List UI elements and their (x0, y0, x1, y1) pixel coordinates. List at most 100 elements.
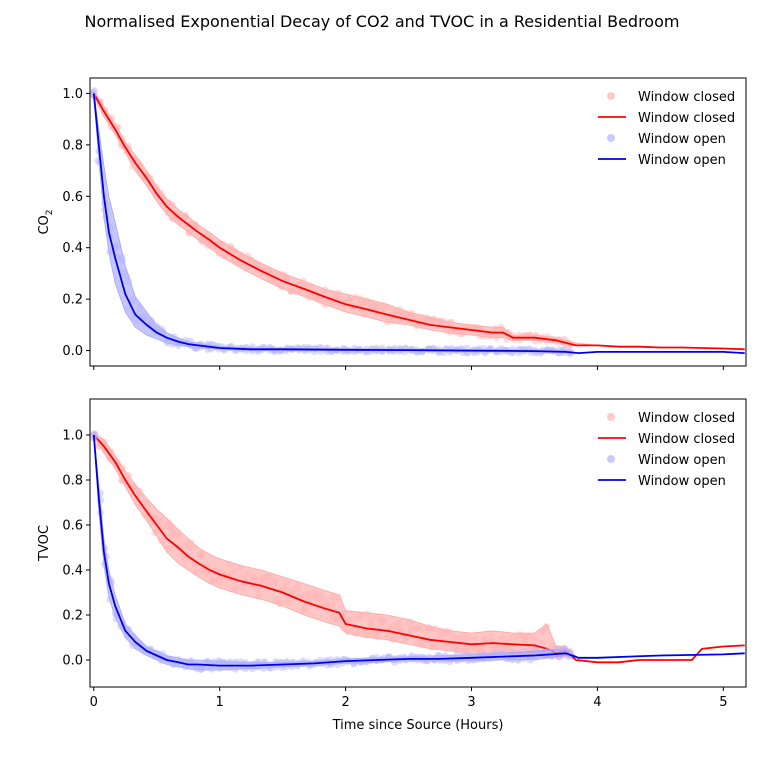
co2-window-closed-point (436, 317, 444, 325)
tvoc-window-closed-point (428, 643, 437, 651)
co2-y-tick-label: 1.0 (62, 87, 83, 102)
tvoc-window-open-point (241, 659, 250, 667)
co2-window-closed-point (408, 312, 416, 320)
tvoc-window-open-point (261, 658, 269, 666)
tvoc-window-closed-point (356, 626, 364, 635)
tvoc-window-open-point (260, 664, 268, 673)
co2-window-open-point (174, 341, 182, 349)
tvoc-window-closed-point (164, 545, 172, 553)
co2-window-open-point (141, 312, 149, 321)
tvoc-window-closed-point (419, 640, 427, 648)
co2-window-open-point (152, 322, 161, 330)
co2-window-closed-point (396, 306, 404, 314)
co2-window-closed-scatter (90, 88, 574, 349)
tvoc-window-closed-point (102, 447, 110, 456)
tvoc-window-open-point (203, 658, 211, 666)
co2-y-axis-label-subscript: 2 (45, 209, 55, 215)
tvoc-window-closed-point (265, 573, 273, 581)
tvoc-window-closed-point (310, 588, 319, 596)
tvoc-window-open-point (508, 655, 516, 664)
tvoc-window-closed-point (508, 645, 516, 653)
co2-window-closed-point (345, 297, 353, 305)
co2-y-tick-label: 0.0 (62, 344, 83, 359)
co2-window-closed-point (283, 275, 291, 283)
tvoc-window-closed-point (362, 628, 370, 636)
co2-window-open-point (125, 278, 133, 286)
tvoc-window-closed-point (436, 628, 445, 636)
tvoc-window-closed-point (197, 552, 206, 560)
tvoc-window-closed-point (463, 644, 471, 652)
co2-window-closed-point (135, 166, 143, 174)
co2-window-closed-point (157, 193, 165, 201)
co2-window-closed-point (164, 209, 172, 217)
co2-window-closed-point (372, 300, 381, 308)
tvoc-window-closed-point (401, 634, 409, 643)
co2-axes-frame (89, 77, 747, 367)
co2-window-closed-point (357, 299, 365, 307)
co2-window-closed-point (429, 316, 437, 325)
tvoc-window-closed-point (367, 616, 375, 624)
co2-window-closed-point (531, 337, 539, 345)
tvoc-window-closed-point (363, 610, 371, 618)
tvoc-window-closed-point (474, 646, 482, 655)
co2-window-closed-point (287, 287, 295, 295)
tvoc-window-closed-point (174, 532, 182, 541)
tvoc-legend-label: Window closed (638, 432, 735, 447)
co2-window-open-point (147, 316, 155, 324)
tvoc-window-closed-point (293, 584, 301, 593)
tvoc-window-open-point (408, 652, 416, 660)
tvoc-window-open-point (249, 665, 257, 673)
tvoc-window-open-point (350, 660, 358, 668)
tvoc-window-closed-point (521, 633, 529, 641)
co2-window-closed-point (164, 199, 172, 207)
co2-window-open-point (186, 337, 195, 345)
tvoc-window-closed-point (414, 639, 422, 647)
tvoc-window-closed-point (329, 593, 337, 601)
tvoc-y-tick-label: 0.6 (62, 519, 83, 534)
tvoc-window-closed-point (554, 644, 562, 653)
tvoc-window-closed-point (168, 523, 177, 531)
co2-window-closed-point (429, 316, 438, 324)
co2-window-closed-point (231, 247, 239, 256)
co2-window-closed-point (407, 309, 415, 317)
tvoc-window-closed-point (373, 613, 381, 621)
tvoc-window-open-point (446, 658, 454, 666)
tvoc-window-closed-point (475, 648, 483, 656)
co2-y-tick-label: 0.8 (62, 138, 83, 153)
tvoc-window-closed-point (425, 625, 433, 633)
tvoc-x-axis-label: Time since Source (Hours) (332, 718, 504, 733)
co2-window-closed-point (141, 174, 149, 182)
tvoc-window-open-point (215, 658, 223, 666)
tvoc-window-open-point (198, 665, 206, 673)
tvoc-window-closed-point (311, 591, 320, 599)
figure-title: Normalised Exponential Decay of CO2 and … (84, 12, 680, 31)
co2-legend: Window closed Window closed Window open Win… (598, 90, 735, 168)
tvoc-window-open-point (242, 665, 250, 673)
co2-window-closed-point (169, 215, 177, 223)
co2-window-closed-point (237, 251, 245, 259)
co2-window-closed-point (413, 322, 421, 330)
co2-window-closed-point (129, 162, 137, 170)
tvoc-window-closed-point (261, 573, 269, 582)
co2-y-tick-label: 0.2 (62, 293, 83, 308)
tvoc-window-open-point (334, 661, 342, 669)
tvoc-y-tick-label: 0.2 (62, 609, 83, 624)
tvoc-window-closed-point (549, 641, 557, 649)
co2-window-closed-point (471, 323, 479, 331)
tvoc-window-open-point (514, 655, 522, 663)
tvoc-window-closed-point (521, 636, 529, 644)
tvoc-window-open-point (193, 664, 201, 673)
tvoc-window-closed-point (157, 537, 166, 545)
co2-window-closed-line (93, 92, 745, 351)
tvoc-window-open-point (208, 665, 216, 673)
co2-window-closed-point (476, 332, 484, 340)
co2-window-closed-point (197, 236, 205, 244)
tvoc-window-closed-point (266, 573, 274, 581)
tvoc-x-tick-label: 0 (90, 695, 98, 710)
co2-window-closed-point (140, 173, 148, 181)
co2-window-closed-point (423, 314, 431, 322)
tvoc-window-closed-point (186, 539, 195, 547)
tvoc-window-closed-point (516, 631, 524, 639)
tvoc-window-closed-point (491, 644, 499, 652)
